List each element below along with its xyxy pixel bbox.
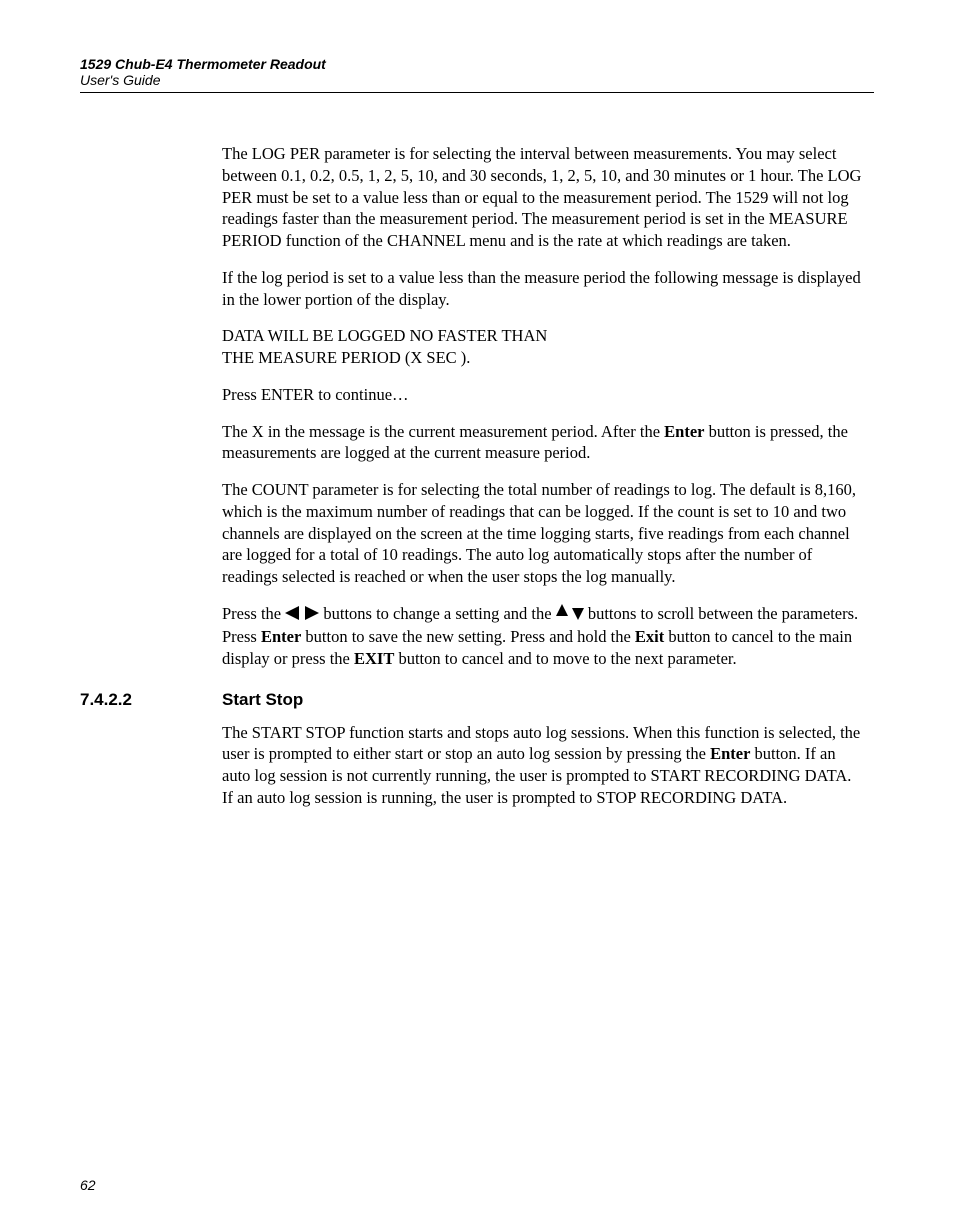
page-header: 1529 Chub-E4 Thermometer Readout User's … [80,56,874,93]
paragraph-x-message: The X in the message is the current meas… [222,421,864,465]
enter-label: Enter [710,744,750,763]
paragraph-log-period-note: If the log period is set to a value less… [222,267,864,311]
paragraph-count: The COUNT parameter is for selecting the… [222,479,864,588]
section-content: The START STOP function starts and stops… [222,722,864,809]
exit-caps-label: EXIT [354,649,394,668]
section-number: 7.4.2.2 [80,690,222,710]
up-down-arrows-icon [556,604,584,626]
paragraph-navigation: Press the buttons to change a setting an… [222,603,864,670]
text-fragment: Press the [222,604,285,623]
text-fragment: button to save the new setting. Press an… [301,627,635,646]
warning-block: DATA WILL BE LOGGED NO FASTER THAN THE M… [222,325,864,369]
header-subtitle: User's Guide [80,72,874,88]
page-number: 62 [80,1177,96,1193]
left-right-arrows-icon [285,604,319,626]
enter-label: Enter [261,627,301,646]
paragraph-press-enter: Press ENTER to continue… [222,384,864,406]
text-fragment: button to cancel and to move to the next… [394,649,736,668]
exit-label: Exit [635,627,664,646]
paragraph-log-per: The LOG PER parameter is for selecting t… [222,143,864,252]
paragraph-start-stop: The START STOP function starts and stops… [222,722,864,809]
enter-label: Enter [664,422,704,441]
warning-line-2: THE MEASURE PERIOD (X SEC ). [222,347,864,369]
section-heading-row: 7.4.2.2 Start Stop [80,690,874,710]
warning-line-1: DATA WILL BE LOGGED NO FASTER THAN [222,325,864,347]
header-title: 1529 Chub-E4 Thermometer Readout [80,56,874,72]
text-fragment: The X in the message is the current meas… [222,422,664,441]
content-area: The LOG PER parameter is for selecting t… [222,143,864,670]
section-title: Start Stop [222,690,303,710]
text-fragment: buttons to change a setting and the [319,604,555,623]
